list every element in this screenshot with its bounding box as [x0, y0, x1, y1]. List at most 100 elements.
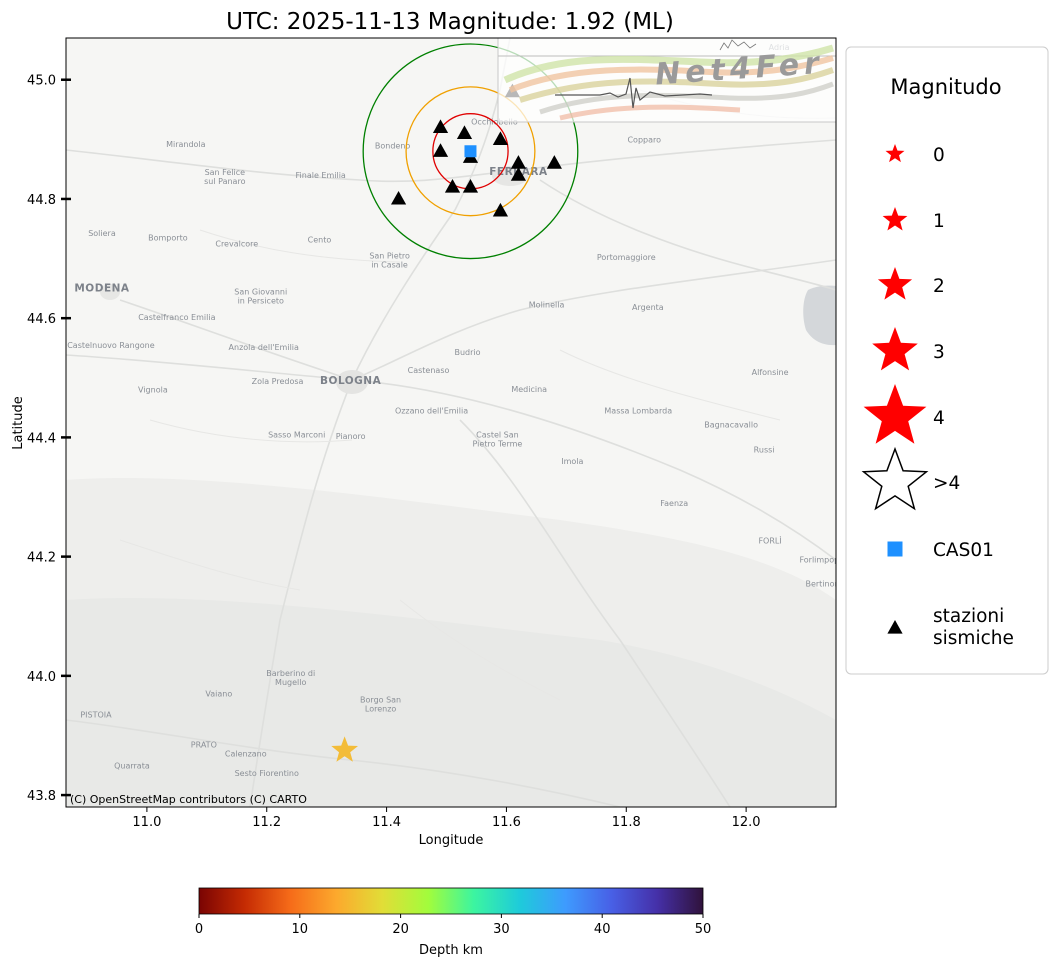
place-label: Massa Lombarda: [604, 407, 672, 416]
legend-label: 2: [933, 276, 945, 297]
station-markers: [390, 83, 562, 217]
x-tick-label: 12.0: [732, 815, 761, 830]
colorbar-tick-label: 0: [195, 922, 203, 937]
place-label: Faenza: [660, 499, 688, 508]
depth-colorbar: 0 10 20 30 40 50 Depth km: [195, 887, 711, 958]
y-tick-label: 44.6: [27, 312, 56, 327]
epicenter-star-marker[interactable]: [331, 736, 358, 762]
place-label: Castelnuovo Rangone: [67, 341, 155, 350]
legend-star-icon: [877, 267, 913, 300]
place-label: BOLOGNA: [320, 375, 382, 387]
x-axis-label: Longitude: [419, 833, 484, 848]
place-label: Molinella: [529, 300, 565, 309]
seismic-station-marker[interactable]: [432, 143, 449, 157]
place-label: Castel San Pietro Terme: [473, 430, 523, 448]
y-tick-label: 44.4: [27, 431, 56, 446]
legend-label: stazioni sismiche: [933, 606, 1014, 649]
legend-square-icon: [887, 541, 903, 557]
legend-label: 1: [933, 211, 945, 232]
road-network: [66, 38, 836, 807]
colorbar-ticks: 0 10 20 30 40 50: [195, 914, 711, 937]
place-label: Imola: [561, 457, 583, 466]
legend-title: Magnitudo: [890, 75, 1001, 99]
place-label: Calenzano: [225, 749, 267, 758]
place-label: Budrio: [454, 348, 480, 357]
place-label: Ozzano dell'Emilia: [395, 407, 468, 416]
y-tick-label: 43.8: [27, 789, 56, 804]
seismic-station-marker[interactable]: [456, 125, 473, 139]
colorbar-gradient: [198, 887, 704, 915]
place-label: Mirandola: [166, 140, 206, 149]
place-label: Argenta: [632, 303, 664, 312]
distance-circle: [405, 86, 536, 217]
map-frame: [65, 37, 837, 808]
place-label: Bondeno: [375, 141, 411, 150]
basemap: FERRARABOLOGNAMODENAMirandolaSan Felices…: [66, 38, 836, 807]
place-label: Bagnacavallo: [704, 420, 758, 429]
seismic-station-marker[interactable]: [432, 119, 449, 134]
place-label: Finale Emilia: [296, 171, 346, 180]
x-tick-label: 11.4: [372, 815, 401, 830]
place-label: Borgo San Lorenzo: [360, 696, 401, 714]
seismic-station-marker[interactable]: [444, 179, 461, 193]
legend-star-icon: [863, 384, 927, 444]
seismic-station-marker[interactable]: [492, 131, 509, 145]
place-label: Vignola: [138, 386, 168, 395]
place-label: Alfonsine: [752, 368, 789, 377]
seismic-station-marker[interactable]: [510, 167, 527, 181]
place-label: Crevalcore: [215, 240, 258, 249]
place-label: Vaiano: [205, 690, 232, 699]
place-label: Sesto Fiorentino: [235, 769, 299, 778]
distance-circle: [362, 43, 579, 260]
x-tick-label: 11.0: [132, 815, 161, 830]
bologna-urban-area: [336, 370, 368, 394]
cas01-station-marker[interactable]: [464, 145, 477, 158]
map-panel[interactable]: FERRARABOLOGNAMODENAMirandolaSan Felices…: [65, 37, 849, 808]
legend-label: >4: [933, 473, 960, 494]
legend-label: 0: [933, 145, 945, 166]
seismic-station-marker[interactable]: [462, 179, 479, 193]
place-label: Quarrata: [114, 761, 150, 770]
seismic-station-marker[interactable]: [546, 155, 562, 169]
colorbar-tick-label: 20: [392, 922, 409, 937]
place-label: Pianoro: [336, 432, 366, 441]
seismic-station-marker[interactable]: [510, 155, 527, 169]
y-tick-label: 44.8: [27, 193, 56, 208]
place-label: Castenaso: [408, 366, 450, 375]
sea-area: [803, 285, 836, 346]
colorbar-tick-label: 30: [493, 922, 510, 937]
legend-label: 4: [933, 408, 945, 429]
place-label: Bomporto: [148, 234, 188, 243]
place-label: Sasso Marconi: [268, 430, 325, 439]
place-label: Castelfranco Emilia: [138, 313, 215, 322]
place-label: MODENA: [74, 282, 130, 294]
colorbar-tick-label: 10: [292, 922, 309, 937]
place-label: PISTOIA: [80, 711, 112, 720]
seismic-station-marker[interactable]: [492, 202, 509, 217]
y-axis: 43.8 44.0 44.2 44.4 44.6 44.8 45.0: [27, 74, 71, 804]
place-label: Barberino di Mugello: [266, 669, 315, 687]
place-label: Anzola dell'Emilia: [229, 343, 299, 352]
colorbar-label: Depth km: [419, 943, 483, 958]
seismic-station-marker[interactable]: [390, 190, 407, 205]
legend-label: CAS01: [933, 540, 994, 561]
y-tick-label: 44.0: [27, 670, 56, 685]
x-axis: 11.0 11.2 11.4 11.6 11.8 12.0: [132, 807, 761, 830]
legend-label: 3: [933, 342, 945, 363]
place-label: Zola Predosa: [252, 377, 304, 386]
legend: Magnitudo 0 1 2 3 4 >4 CAS01 stazioni sismiche: [845, 46, 1049, 675]
chart-title: UTC: 2025-11-13 Magnitude: 1.92 (ML): [226, 9, 674, 35]
distance-circles: [362, 43, 579, 260]
colorbar-tick-label: 40: [594, 922, 611, 937]
place-label: Russi: [754, 445, 775, 454]
place-label: San Pietro in Casale: [369, 252, 410, 270]
legend-box: [845, 46, 1049, 675]
y-tick-label: 44.2: [27, 551, 56, 566]
net4fer-logo: Net4Fer: [497, 38, 836, 123]
legend-triangle-icon: [887, 620, 903, 634]
legend-star-outline-icon: [861, 446, 929, 511]
modena-urban-area: [100, 284, 120, 300]
y-tick-label: 45.0: [27, 74, 56, 89]
legend-star-icon: [872, 327, 918, 371]
